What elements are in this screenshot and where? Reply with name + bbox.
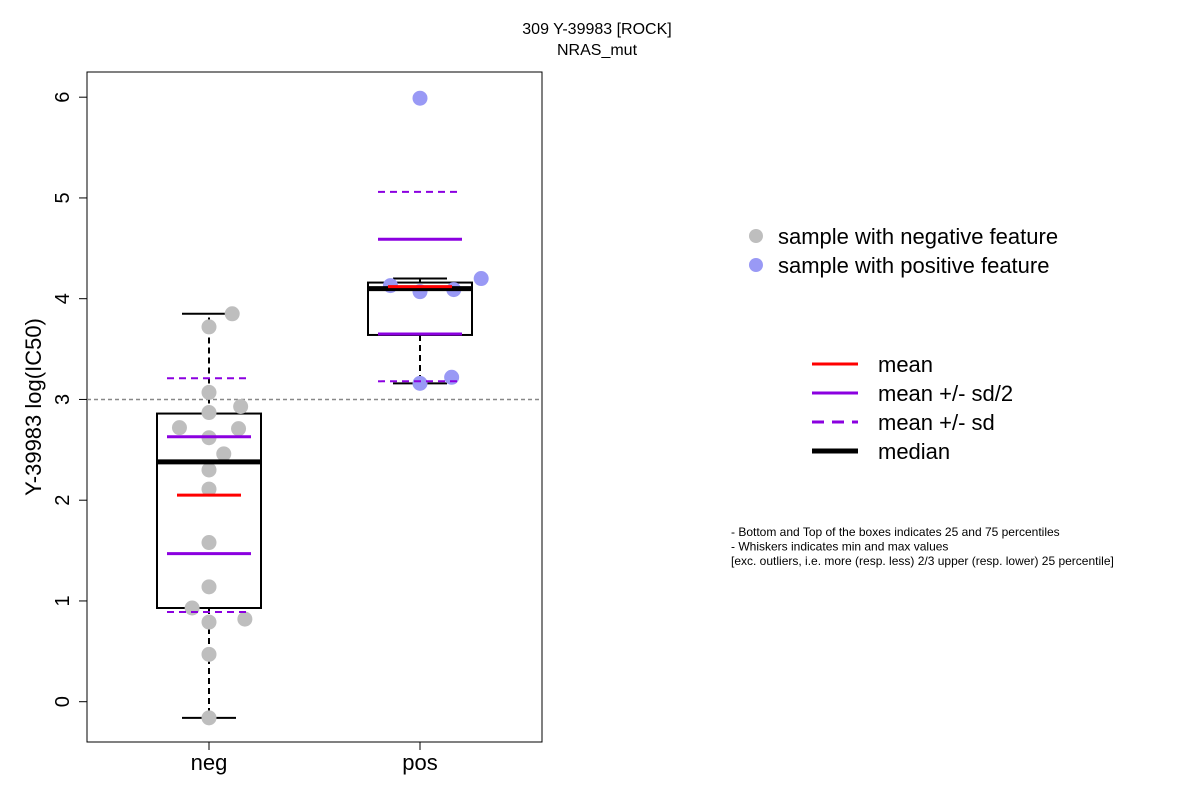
pos-point-0 bbox=[412, 375, 428, 391]
x-tick-label-pos: pos bbox=[402, 750, 437, 775]
y-tick-label-5: 5 bbox=[52, 192, 74, 203]
legend-line-label-2: mean +/- sd bbox=[878, 410, 995, 435]
neg-point-4 bbox=[184, 600, 200, 616]
chart-title: 309 Y-39983 [ROCK] bbox=[522, 21, 671, 38]
y-tick-label-1: 1 bbox=[52, 595, 74, 606]
x-tick-label-neg: neg bbox=[191, 750, 228, 775]
legend-point-marker-0 bbox=[749, 229, 763, 243]
notes: - Bottom and Top of the boxes indicates … bbox=[731, 525, 1114, 568]
y-axis-label: Y-39983 log(IC50) bbox=[21, 318, 46, 496]
neg-point-5 bbox=[201, 579, 217, 595]
neg-point-17 bbox=[224, 306, 240, 322]
y-tick-label-2: 2 bbox=[52, 495, 74, 506]
neg-point-15 bbox=[201, 384, 217, 400]
neg-point-9 bbox=[216, 446, 232, 462]
neg-point-8 bbox=[201, 462, 217, 478]
y-tick-label-3: 3 bbox=[52, 394, 74, 405]
neg-point-11 bbox=[171, 420, 187, 436]
neg-point-14 bbox=[233, 398, 249, 414]
legend-point-label-0: sample with negative feature bbox=[778, 224, 1058, 249]
legend-line-label-0: mean bbox=[878, 352, 933, 377]
legend-line-label-3: median bbox=[878, 439, 950, 464]
pos-point-1 bbox=[444, 369, 460, 385]
legend-point-label-1: sample with positive feature bbox=[778, 253, 1049, 278]
legend-line-label-1: mean +/- sd/2 bbox=[878, 381, 1013, 406]
note-line-2: [exc. outliers, i.e. more (resp. less) 2… bbox=[731, 554, 1114, 568]
note-line-1: - Whiskers indicates min and max values bbox=[731, 540, 948, 554]
neg-point-6 bbox=[201, 535, 217, 551]
neg-point-1 bbox=[201, 646, 217, 662]
chart-subtitle: NRAS_mut bbox=[557, 42, 638, 59]
neg-point-7 bbox=[201, 481, 217, 497]
x-axis: neg pos bbox=[191, 741, 438, 775]
neg-point-16 bbox=[201, 319, 217, 335]
neg-point-12 bbox=[231, 421, 247, 437]
note-line-0: - Bottom and Top of the boxes indicates … bbox=[731, 525, 1060, 539]
point-layer bbox=[171, 90, 489, 726]
legend: sample with negative feature sample with … bbox=[749, 224, 1058, 464]
pos-point-5 bbox=[473, 271, 489, 287]
pos-point-6 bbox=[412, 90, 428, 106]
y-tick-label-4: 4 bbox=[52, 293, 74, 304]
plot-frame bbox=[86, 71, 543, 743]
y-axis: 0 1 2 3 4 5 6 bbox=[52, 92, 88, 707]
neg-point-2 bbox=[201, 614, 217, 630]
neg-point-3 bbox=[237, 611, 253, 627]
y-tick-label-6: 6 bbox=[52, 92, 74, 103]
legend-point-marker-1 bbox=[749, 258, 763, 272]
neg-point-0 bbox=[201, 710, 217, 726]
neg-point-13 bbox=[201, 405, 217, 421]
stat-line-layer bbox=[157, 190, 472, 614]
y-tick-label-0: 0 bbox=[52, 696, 74, 707]
